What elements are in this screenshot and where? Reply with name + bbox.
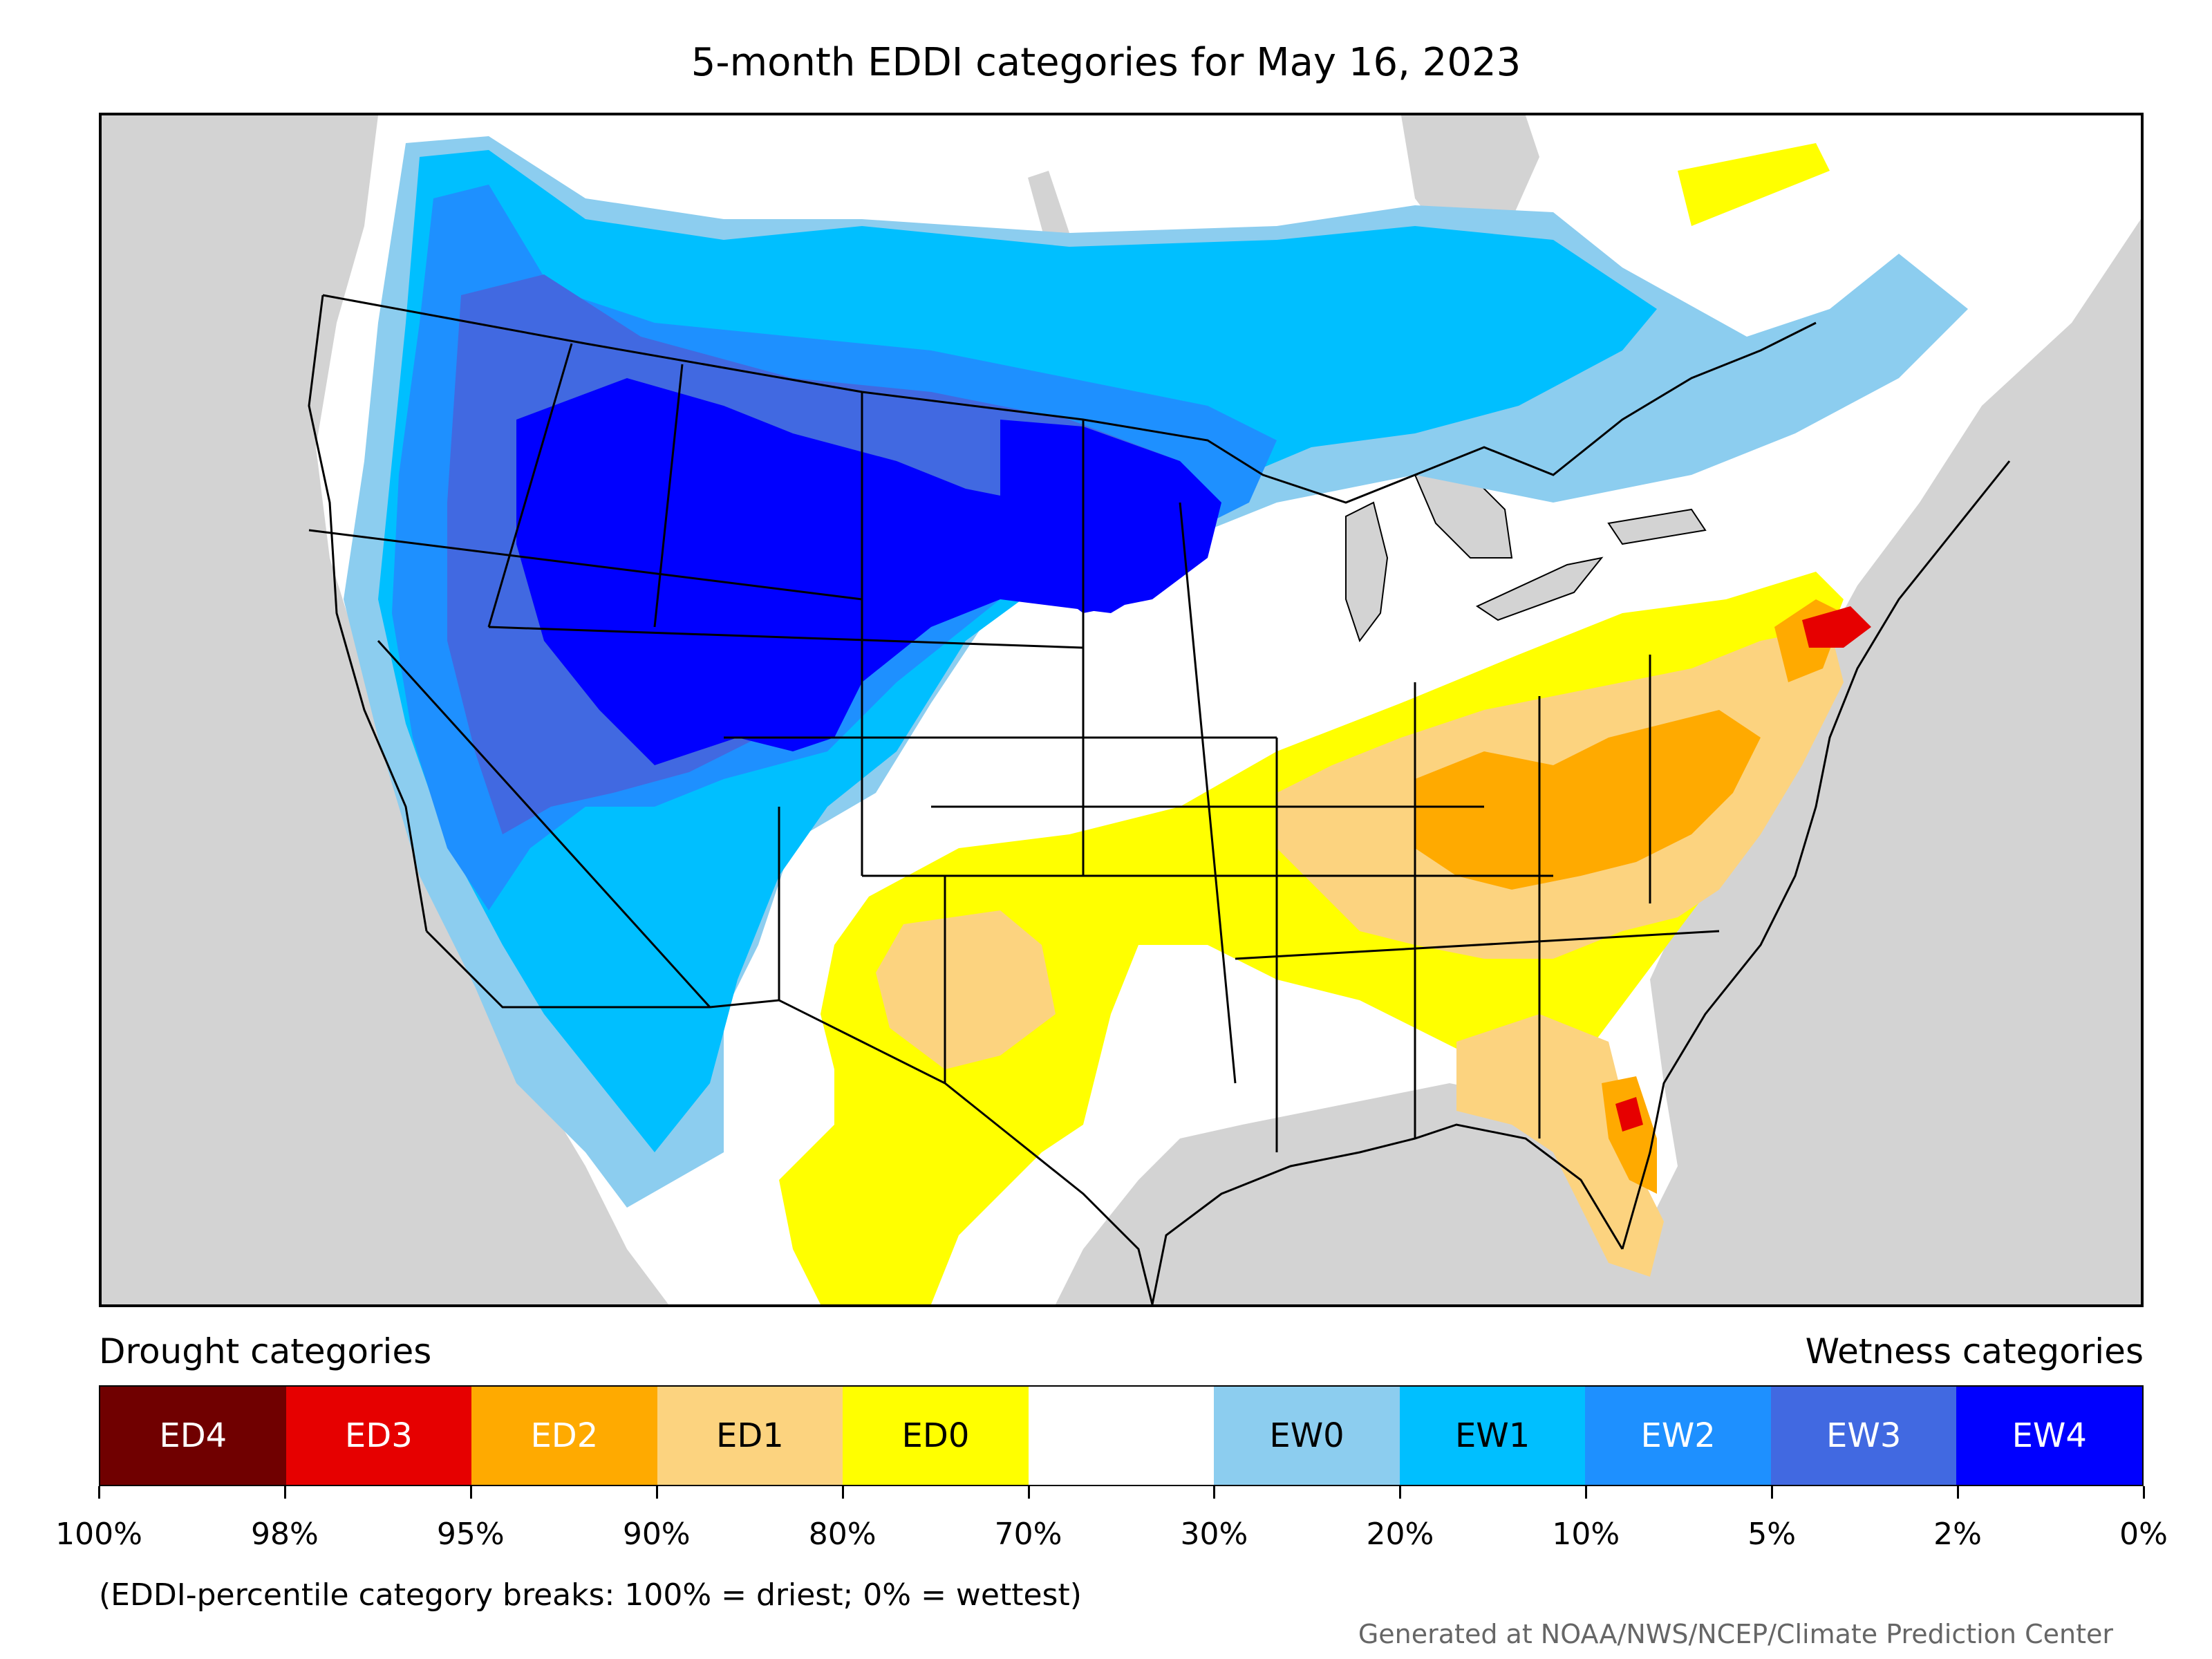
colorbar-tick [1399, 1486, 1402, 1499]
category-swatch-ew2: EW2 [1585, 1387, 1771, 1485]
wetness-categories-heading: Wetness categories [1805, 1331, 2144, 1371]
colorbar-tick-label: 80% [808, 1517, 877, 1552]
lake-michigan [1345, 501, 1389, 643]
colorbar-tick [469, 1486, 472, 1499]
colorbar-tick [98, 1486, 100, 1499]
category-swatch-ed0: ED0 [843, 1387, 1029, 1485]
lake-erie [1475, 556, 1604, 621]
colorbar-tick [655, 1486, 658, 1499]
map-canvas [308, 115, 2141, 1304]
colorbar-tick-label: 98% [251, 1517, 319, 1552]
colorbar-tick-label: 100% [55, 1517, 142, 1552]
west-coast [308, 294, 428, 932]
category-swatch-normal [1028, 1387, 1215, 1485]
colorbar-tick [1585, 1486, 1588, 1499]
category-swatch-ew1: EW1 [1399, 1387, 1586, 1485]
colorbar-tick-label: 0% [2119, 1517, 2168, 1552]
colorbar-tick [1027, 1486, 1030, 1499]
colorbar-tick [1771, 1486, 1774, 1499]
category-swatch-ed3: ED3 [285, 1387, 472, 1485]
lake-ontario [1607, 508, 1707, 545]
eddi-map [99, 113, 2144, 1307]
colorbar-tick [841, 1486, 844, 1499]
colorbar-tick-label: 70% [994, 1517, 1062, 1552]
category-swatch-ew3: EW3 [1770, 1387, 1957, 1485]
east-coast [1621, 460, 2011, 1250]
category-swatch-ed2: ED2 [471, 1387, 657, 1485]
category-swatch-ed1: ED1 [657, 1387, 843, 1485]
hudson-bay [1401, 115, 1539, 274]
category-swatch-ew4: EW4 [1956, 1387, 2143, 1485]
boundaries [308, 294, 2011, 1304]
category-swatch-ew0: EW0 [1214, 1387, 1400, 1485]
us-mexico-border [425, 930, 1154, 1304]
us-canada-border [322, 294, 1817, 504]
colorbar-tick [283, 1486, 286, 1499]
colorbar-tick-label: 5% [1747, 1517, 1797, 1552]
map-title: 5-month EDDI categories for May 16, 2023 [691, 40, 1521, 85]
credit-text: Generated at NOAA/NWS/NCEP/Climate Predi… [1358, 1619, 2113, 1649]
colorbar-tick-label: 2% [1933, 1517, 1982, 1552]
gulf-coast [1151, 1123, 1624, 1304]
wetness-regions [344, 136, 1968, 1208]
colorbar-tick-label: 90% [622, 1517, 691, 1552]
colorbar-tick [1213, 1486, 1216, 1499]
colorbar-tick-label: 10% [1552, 1517, 1620, 1552]
colorbar-ticks [98, 1486, 2145, 1500]
colorbar-tick [2143, 1486, 2145, 1499]
colorbar-tick-label: 95% [436, 1517, 505, 1552]
colorbar-tick-label: 20% [1366, 1517, 1434, 1552]
percentile-note: (EDDI-percentile category breaks: 100% =… [99, 1577, 1082, 1613]
colorbar-tick-label: 30% [1180, 1517, 1248, 1552]
drought-categories-heading: Drought categories [99, 1331, 432, 1371]
category-colorbar: ED4 ED3 ED2 ED1 ED0 EW0 EW1 EW2 EW3 EW4 [99, 1385, 2144, 1486]
category-swatch-ed4: ED4 [100, 1387, 286, 1485]
colorbar-tick [1957, 1486, 1960, 1499]
